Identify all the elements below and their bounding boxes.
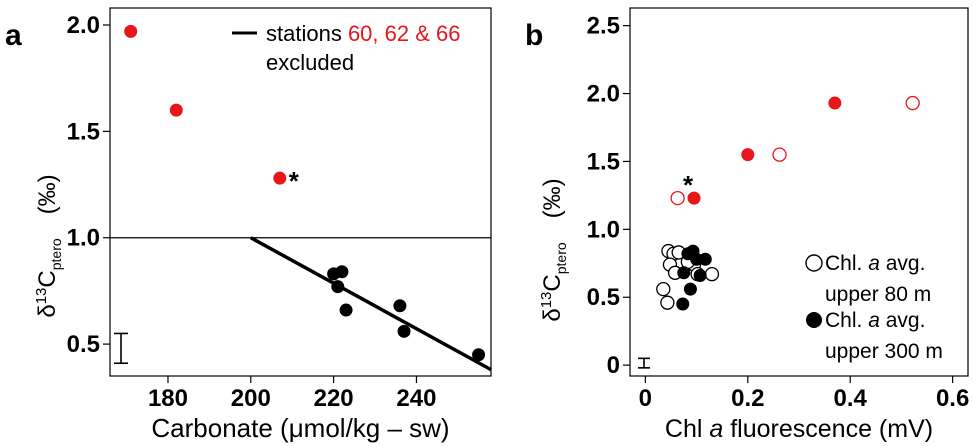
text-span: fluorescence (mV)	[723, 415, 933, 443]
text-span: δ	[539, 308, 566, 321]
x-axis-label: Chl a fluorescence (mV)	[665, 415, 933, 443]
data-point-open	[670, 190, 685, 206]
x-tick-label: 0.2	[731, 385, 764, 412]
text-span: C	[539, 274, 566, 291]
regression-line	[249, 236, 492, 372]
data-point	[339, 303, 353, 317]
x-tick-label: 200	[231, 385, 271, 412]
data-point-filled	[676, 297, 690, 311]
panel-b: 0 0.5 1.0 1.5 2.0 2.5 0 0.2 0.4 0.6 * Chl. a avg. up…	[525, 7, 969, 443]
y-tick-label: 0	[607, 352, 620, 379]
y-tick-label: 1.5	[587, 148, 620, 175]
data-point-open	[772, 147, 787, 162]
text-span: 60, 62 & 66	[348, 21, 461, 46]
plot-frame	[109, 7, 492, 377]
y-tick-label: 1.0	[587, 216, 620, 243]
y-tick-label: 2.0	[67, 12, 100, 39]
text-span: avg.	[880, 252, 926, 275]
legend-label: Chl. a avg.	[825, 309, 925, 332]
data-point-open	[704, 267, 720, 282]
data-point-open	[656, 281, 671, 297]
text-span: a	[868, 252, 880, 275]
data-point	[169, 103, 183, 117]
y-tick-label: 1.0	[67, 225, 100, 252]
data-point-filled	[687, 191, 701, 205]
plot-frame	[629, 7, 969, 377]
data-point	[472, 348, 486, 362]
text-span: Chl	[665, 415, 709, 443]
data-point-open	[660, 295, 675, 310]
panel-a: 0.5 1.0 1.5 2.0 180 200 220 240 * stations 60, 62…	[5, 7, 492, 443]
x-tick-label: 0	[639, 385, 652, 412]
text-span: stations	[266, 21, 348, 46]
legend-label: Chl. a avg.	[825, 252, 925, 275]
x-tick-label: 240	[396, 385, 436, 412]
panel-letter: a	[5, 19, 22, 52]
legend-label: stations 60, 62 & 66	[266, 21, 460, 46]
asterisk-marker: *	[683, 170, 694, 200]
text-span: δ	[34, 304, 61, 317]
x-tick-label: 0.6	[936, 385, 969, 412]
y-tick-label: 0.5	[67, 331, 100, 358]
y-tick-label: 2.0	[587, 81, 620, 108]
data-point	[124, 24, 138, 38]
x-tick-label: 180	[148, 385, 188, 412]
x-tick-label: 0.4	[834, 385, 868, 412]
x-tick-label: 220	[314, 385, 354, 412]
text-span: (‰)	[34, 174, 61, 238]
text-span: 13	[33, 288, 50, 305]
x-axis-label: Carbonate (μmol/kg – sw)	[151, 413, 449, 443]
data-point	[335, 265, 349, 279]
legend-label: upper 80 m	[825, 283, 931, 306]
data-point	[331, 280, 345, 294]
y-axis-label: δ13Cptero (‰)	[538, 178, 569, 321]
y-tick-label: 2.5	[587, 13, 620, 40]
legend-marker-filled	[806, 312, 822, 328]
y-tick-label: 0.5	[587, 284, 620, 311]
data-point-filled	[683, 282, 697, 296]
data-point	[397, 324, 411, 338]
data-point-filled	[677, 266, 691, 280]
text-span: 13	[538, 292, 555, 309]
data-point-open	[905, 95, 920, 111]
text-span: a	[868, 309, 880, 332]
legend-label: excluded	[266, 50, 354, 75]
legend-marker-open	[805, 254, 823, 272]
legend-label: upper 300 m	[825, 340, 943, 363]
text-span: ptero	[553, 242, 569, 274]
text-span: a	[709, 415, 723, 443]
panel-letter: b	[525, 19, 543, 52]
data-point-filled	[741, 148, 755, 162]
data-point-filled	[698, 252, 712, 266]
data-point	[273, 171, 287, 185]
data-point-filled	[693, 269, 707, 283]
data-point-filled	[828, 96, 842, 110]
text-span: (‰)	[539, 178, 566, 242]
data-point	[393, 299, 407, 313]
text-span: avg.	[880, 309, 926, 332]
y-axis-label: δ13Cptero (‰)	[33, 174, 64, 317]
text-span: C	[34, 270, 61, 287]
text-span: Chl.	[825, 309, 868, 332]
y-tick-label: 1.5	[67, 118, 100, 145]
text-span: ptero	[48, 238, 64, 270]
asterisk-marker: *	[289, 166, 300, 196]
text-span: Chl.	[825, 252, 868, 275]
